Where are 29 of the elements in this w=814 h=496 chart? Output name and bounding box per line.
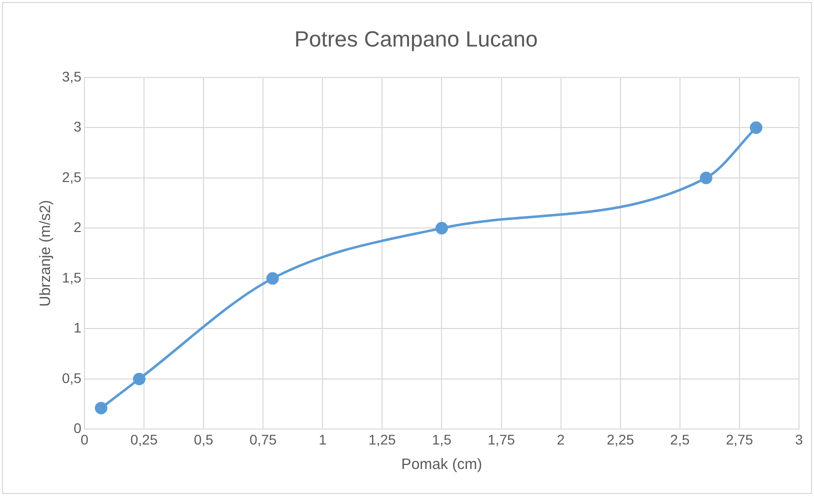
x-tick-label: 1	[318, 431, 327, 448]
x-tick-label: 2,75	[726, 431, 754, 448]
y-axis-title: Ubrzanje (m/s2)	[37, 200, 54, 307]
y-tick-label: 3	[74, 118, 82, 135]
x-tick-label: 0,25	[130, 431, 158, 448]
y-tick-label: 0	[74, 420, 82, 436]
x-tick-label: 2,5	[670, 431, 690, 448]
x-tick-label: 1,5	[432, 431, 452, 448]
point	[94, 402, 108, 414]
y-tick-label: 2	[74, 219, 82, 236]
point	[266, 272, 279, 285]
y-tick-label: 3,5	[62, 68, 82, 84]
x-axis-title: Pomak (cm)	[401, 456, 482, 474]
y-tick-label: 1,5	[62, 269, 82, 286]
y-tick-label: 0,5	[62, 370, 82, 386]
x-tick-label: 1,25	[368, 431, 396, 448]
x-tick-label: 2	[556, 431, 565, 448]
x-tick-label: 0,5	[194, 431, 214, 448]
point	[132, 372, 146, 386]
x-tick-label: 3	[795, 431, 804, 448]
x-tick-label: 2,25	[606, 431, 634, 448]
chart-title: Potres Campano Lucano	[294, 26, 538, 52]
point	[435, 222, 448, 234]
x-tick-label: 0,75	[249, 431, 277, 448]
x-tick-label: 1,75	[488, 431, 516, 448]
y-tick-label: 2,5	[62, 168, 82, 185]
y-tick-label: 1	[74, 320, 82, 336]
point	[700, 172, 712, 184]
point	[750, 121, 762, 134]
